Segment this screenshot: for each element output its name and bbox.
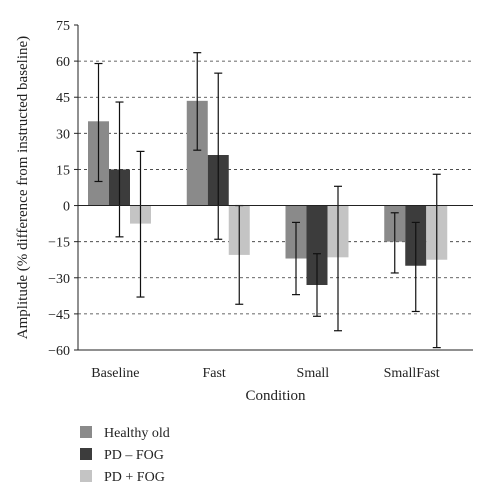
y-tick-label: −30 xyxy=(48,272,70,287)
y-axis-title: Amplitude (% difference from instructed … xyxy=(15,36,31,339)
bar xyxy=(186,100,208,206)
y-tick-label: 75 xyxy=(56,19,70,34)
y-tick-label: 30 xyxy=(56,127,70,142)
x-tick-labels: Baseline Fast Small SmallFast xyxy=(91,366,439,381)
y-tick-labels: 75 60 45 30 15 0 −15 −30 −45 −60 xyxy=(48,19,70,359)
legend-swatch xyxy=(80,448,92,460)
legend-swatch xyxy=(80,470,92,482)
y-tick-label: 45 xyxy=(56,91,70,106)
y-tick-label: −15 xyxy=(48,236,70,251)
y-tick-label: 15 xyxy=(56,163,70,178)
bars xyxy=(88,100,448,285)
axes xyxy=(74,24,473,351)
x-tick-label: Baseline xyxy=(91,366,139,381)
y-tick-label: 60 xyxy=(56,55,70,70)
x-tick-label: SmallFast xyxy=(384,366,440,381)
legend: Healthy old PD – FOG PD + FOG xyxy=(80,426,170,485)
y-tick-label: 0 xyxy=(63,200,70,215)
bar xyxy=(306,205,328,285)
error-bars xyxy=(94,52,441,349)
legend-swatch xyxy=(80,426,92,438)
x-tick-label: Small xyxy=(297,366,330,381)
legend-label: Healthy old xyxy=(104,426,170,441)
y-tick-label: −45 xyxy=(48,308,70,323)
x-tick-label: Fast xyxy=(202,366,225,381)
legend-label: PD – FOG xyxy=(104,448,164,463)
x-axis-title: Condition xyxy=(245,388,306,404)
legend-label: PD + FOG xyxy=(104,470,165,485)
y-tick-label: −60 xyxy=(48,344,70,359)
